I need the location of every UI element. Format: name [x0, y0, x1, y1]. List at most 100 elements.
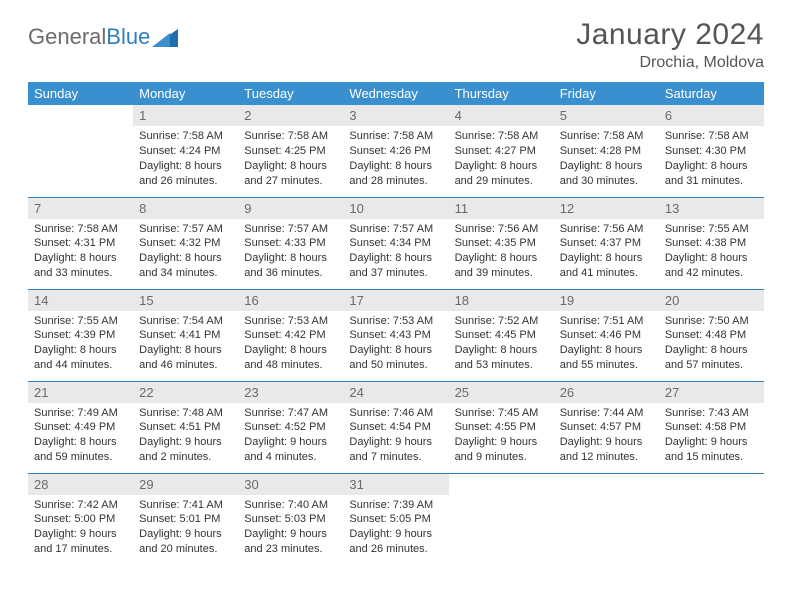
day-line-sr: Sunrise: 7:50 AM	[665, 314, 758, 329]
calendar-day-cell: 1Sunrise: 7:58 AMSunset: 4:24 PMDaylight…	[133, 105, 238, 197]
day-line-d1: Daylight: 8 hours	[665, 343, 758, 358]
day-line-sr: Sunrise: 7:43 AM	[665, 406, 758, 421]
weekday-header: Tuesday	[238, 82, 343, 105]
day-line-ss: Sunset: 4:49 PM	[34, 420, 127, 435]
day-number: 28	[28, 474, 133, 495]
weekday-header: Thursday	[449, 82, 554, 105]
day-line-d1: Daylight: 9 hours	[349, 435, 442, 450]
day-line-d1: Daylight: 8 hours	[665, 251, 758, 266]
day-details: Sunrise: 7:58 AMSunset: 4:30 PMDaylight:…	[659, 126, 764, 194]
calendar-day-cell: 19Sunrise: 7:51 AMSunset: 4:46 PMDayligh…	[554, 289, 659, 381]
day-line-d2: and 50 minutes.	[349, 358, 442, 373]
day-line-d1: Daylight: 8 hours	[349, 251, 442, 266]
day-number: 14	[28, 290, 133, 311]
day-line-d2: and 9 minutes.	[455, 450, 548, 465]
day-line-d2: and 39 minutes.	[455, 266, 548, 281]
day-line-d2: and 34 minutes.	[139, 266, 232, 281]
calendar-day-cell: 5Sunrise: 7:58 AMSunset: 4:28 PMDaylight…	[554, 105, 659, 197]
calendar-day-cell: 16Sunrise: 7:53 AMSunset: 4:42 PMDayligh…	[238, 289, 343, 381]
day-line-sr: Sunrise: 7:58 AM	[665, 129, 758, 144]
day-line-ss: Sunset: 4:54 PM	[349, 420, 442, 435]
day-line-d2: and 15 minutes.	[665, 450, 758, 465]
day-line-sr: Sunrise: 7:55 AM	[34, 314, 127, 329]
day-line-sr: Sunrise: 7:58 AM	[139, 129, 232, 144]
day-number: 24	[343, 382, 448, 403]
day-number: 15	[133, 290, 238, 311]
day-details: Sunrise: 7:39 AMSunset: 5:05 PMDaylight:…	[343, 495, 448, 563]
day-line-d2: and 36 minutes.	[244, 266, 337, 281]
day-number: 3	[343, 105, 448, 126]
day-line-ss: Sunset: 5:05 PM	[349, 512, 442, 527]
weekday-header: Saturday	[659, 82, 764, 105]
day-number: 5	[554, 105, 659, 126]
calendar-day-cell: 13Sunrise: 7:55 AMSunset: 4:38 PMDayligh…	[659, 197, 764, 289]
calendar-day-cell: 3Sunrise: 7:58 AMSunset: 4:26 PMDaylight…	[343, 105, 448, 197]
calendar-day-cell: 29Sunrise: 7:41 AMSunset: 5:01 PMDayligh…	[133, 473, 238, 565]
calendar-day-cell: 27Sunrise: 7:43 AMSunset: 4:58 PMDayligh…	[659, 381, 764, 473]
calendar-day-cell: 12Sunrise: 7:56 AMSunset: 4:37 PMDayligh…	[554, 197, 659, 289]
day-line-d2: and 7 minutes.	[349, 450, 442, 465]
day-line-ss: Sunset: 4:52 PM	[244, 420, 337, 435]
day-details: Sunrise: 7:51 AMSunset: 4:46 PMDaylight:…	[554, 311, 659, 379]
calendar-day-cell: 11Sunrise: 7:56 AMSunset: 4:35 PMDayligh…	[449, 197, 554, 289]
day-line-d1: Daylight: 8 hours	[560, 343, 653, 358]
day-line-sr: Sunrise: 7:56 AM	[455, 222, 548, 237]
day-details: Sunrise: 7:41 AMSunset: 5:01 PMDaylight:…	[133, 495, 238, 563]
day-line-d1: Daylight: 9 hours	[244, 435, 337, 450]
day-line-d2: and 30 minutes.	[560, 174, 653, 189]
day-details: Sunrise: 7:58 AMSunset: 4:28 PMDaylight:…	[554, 126, 659, 194]
day-details: Sunrise: 7:56 AMSunset: 4:35 PMDaylight:…	[449, 219, 554, 287]
day-line-ss: Sunset: 4:33 PM	[244, 236, 337, 251]
calendar-day-cell: .	[28, 105, 133, 197]
day-details: Sunrise: 7:42 AMSunset: 5:00 PMDaylight:…	[28, 495, 133, 563]
day-line-sr: Sunrise: 7:58 AM	[34, 222, 127, 237]
logo-word2: Blue	[106, 24, 150, 50]
day-line-d1: Daylight: 8 hours	[244, 343, 337, 358]
day-number: 26	[554, 382, 659, 403]
day-line-sr: Sunrise: 7:55 AM	[665, 222, 758, 237]
day-line-d1: Daylight: 8 hours	[34, 435, 127, 450]
day-details: Sunrise: 7:50 AMSunset: 4:48 PMDaylight:…	[659, 311, 764, 379]
day-number: 17	[343, 290, 448, 311]
day-line-ss: Sunset: 4:58 PM	[665, 420, 758, 435]
day-details: Sunrise: 7:45 AMSunset: 4:55 PMDaylight:…	[449, 403, 554, 471]
day-line-ss: Sunset: 4:45 PM	[455, 328, 548, 343]
day-line-ss: Sunset: 5:00 PM	[34, 512, 127, 527]
calendar-day-cell: 18Sunrise: 7:52 AMSunset: 4:45 PMDayligh…	[449, 289, 554, 381]
day-line-d1: Daylight: 8 hours	[244, 159, 337, 174]
day-number: 6	[659, 105, 764, 126]
day-number: 18	[449, 290, 554, 311]
day-line-d2: and 31 minutes.	[665, 174, 758, 189]
day-line-d2: and 12 minutes.	[560, 450, 653, 465]
day-details: Sunrise: 7:46 AMSunset: 4:54 PMDaylight:…	[343, 403, 448, 471]
day-details: Sunrise: 7:57 AMSunset: 4:33 PMDaylight:…	[238, 219, 343, 287]
day-line-sr: Sunrise: 7:54 AM	[139, 314, 232, 329]
calendar-day-cell: 21Sunrise: 7:49 AMSunset: 4:49 PMDayligh…	[28, 381, 133, 473]
day-line-ss: Sunset: 4:35 PM	[455, 236, 548, 251]
day-details: Sunrise: 7:40 AMSunset: 5:03 PMDaylight:…	[238, 495, 343, 563]
day-number: 27	[659, 382, 764, 403]
day-number: 10	[343, 198, 448, 219]
day-line-sr: Sunrise: 7:45 AM	[455, 406, 548, 421]
day-line-ss: Sunset: 5:03 PM	[244, 512, 337, 527]
day-line-ss: Sunset: 4:48 PM	[665, 328, 758, 343]
calendar-day-cell: 25Sunrise: 7:45 AMSunset: 4:55 PMDayligh…	[449, 381, 554, 473]
day-line-sr: Sunrise: 7:39 AM	[349, 498, 442, 513]
day-details: Sunrise: 7:56 AMSunset: 4:37 PMDaylight:…	[554, 219, 659, 287]
day-line-ss: Sunset: 4:57 PM	[560, 420, 653, 435]
day-line-ss: Sunset: 4:41 PM	[139, 328, 232, 343]
calendar-day-cell: 9Sunrise: 7:57 AMSunset: 4:33 PMDaylight…	[238, 197, 343, 289]
calendar-day-cell: 30Sunrise: 7:40 AMSunset: 5:03 PMDayligh…	[238, 473, 343, 565]
day-line-sr: Sunrise: 7:58 AM	[455, 129, 548, 144]
day-number: 22	[133, 382, 238, 403]
day-number: 4	[449, 105, 554, 126]
day-details: Sunrise: 7:58 AMSunset: 4:27 PMDaylight:…	[449, 126, 554, 194]
day-line-ss: Sunset: 5:01 PM	[139, 512, 232, 527]
day-details: Sunrise: 7:52 AMSunset: 4:45 PMDaylight:…	[449, 311, 554, 379]
day-line-d2: and 42 minutes.	[665, 266, 758, 281]
day-details: Sunrise: 7:57 AMSunset: 4:32 PMDaylight:…	[133, 219, 238, 287]
day-line-d1: Daylight: 8 hours	[139, 159, 232, 174]
day-line-ss: Sunset: 4:42 PM	[244, 328, 337, 343]
day-details: Sunrise: 7:48 AMSunset: 4:51 PMDaylight:…	[133, 403, 238, 471]
calendar-day-cell: 23Sunrise: 7:47 AMSunset: 4:52 PMDayligh…	[238, 381, 343, 473]
